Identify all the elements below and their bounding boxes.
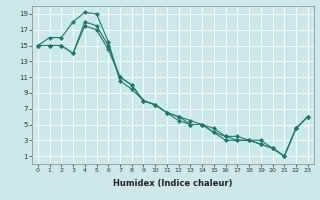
X-axis label: Humidex (Indice chaleur): Humidex (Indice chaleur) bbox=[113, 179, 233, 188]
